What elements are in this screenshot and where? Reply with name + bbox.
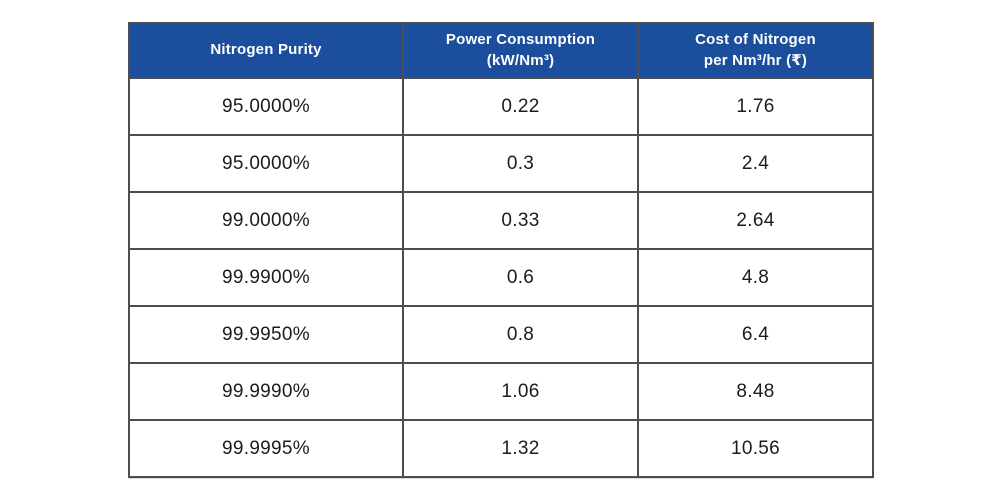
table-row: 99.9950% 0.8 6.4 [128,305,874,364]
cell-cost: 6.4 [637,305,874,364]
cell-purity: 99.9950% [128,305,404,364]
cell-cost: 10.56 [637,419,874,478]
header-line: (kW/Nm³) [486,51,555,69]
column-header-power-consumption: Power Consumption (kW/Nm³) [402,22,639,79]
table-body: 95.0000% 0.22 1.76 95.0000% 0.3 2.4 99.0… [128,77,874,478]
cell-power: 0.3 [402,134,639,193]
cell-purity: 99.9990% [128,362,404,421]
cell-power: 0.6 [402,248,639,307]
table-row: 95.0000% 0.3 2.4 [128,134,874,193]
header-line: Cost of Nitrogen [695,31,816,49]
cell-purity: 99.9900% [128,248,404,307]
cell-purity: 99.9995% [128,419,404,478]
cell-cost: 2.64 [637,191,874,250]
cell-cost: 4.8 [637,248,874,307]
table-row: 99.9995% 1.32 10.56 [128,419,874,478]
cell-power: 1.06 [402,362,639,421]
cell-cost: 1.76 [637,77,874,136]
cell-power: 0.22 [402,77,639,136]
header-line: Power Consumption [445,31,596,49]
header-line: per Nm³/hr (₹) [703,51,808,69]
cell-purity: 99.0000% [128,191,404,250]
table-row: 99.9990% 1.06 8.48 [128,362,874,421]
cell-cost: 2.4 [637,134,874,193]
table-header-row: Nitrogen Purity Power Consumption (kW/Nm… [128,22,874,79]
column-header-nitrogen-purity: Nitrogen Purity [128,22,404,79]
cell-power: 0.33 [402,191,639,250]
table-row: 99.9900% 0.6 4.8 [128,248,874,307]
cell-power: 1.32 [402,419,639,478]
column-header-cost-of-nitrogen: Cost of Nitrogen per Nm³/hr (₹) [637,22,874,79]
nitrogen-cost-table: Nitrogen Purity Power Consumption (kW/Nm… [128,22,874,478]
cell-cost: 8.48 [637,362,874,421]
cell-purity: 95.0000% [128,134,404,193]
cell-power: 0.8 [402,305,639,364]
header-line: Nitrogen Purity [210,41,322,59]
table-row: 95.0000% 0.22 1.76 [128,77,874,136]
cell-purity: 95.0000% [128,77,404,136]
table-row: 99.0000% 0.33 2.64 [128,191,874,250]
